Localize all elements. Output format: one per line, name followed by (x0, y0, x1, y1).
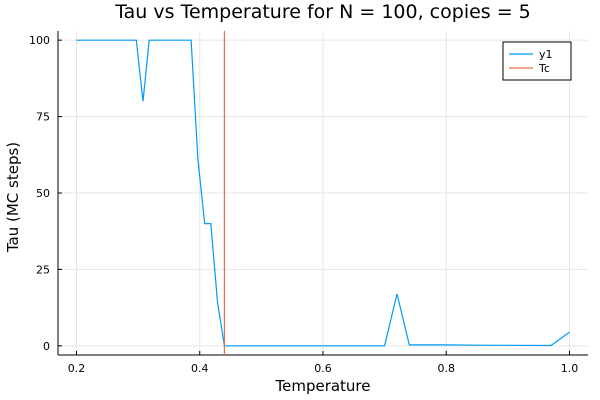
y-axis-label: Tau (MC steps) (4, 142, 22, 253)
y-tick-label: 0 (43, 340, 50, 353)
legend-label: Tc (538, 62, 550, 75)
series (76, 31, 570, 355)
y-tick-label: 100 (29, 34, 50, 47)
x-tick-label: 0.2 (68, 362, 86, 375)
x-tick-label: 0.8 (438, 362, 456, 375)
x-tick-label: 0.4 (191, 362, 209, 375)
x-tick-label: 0.6 (314, 362, 332, 375)
series-line-y1 (76, 39, 570, 347)
ticks: 0.2 0.4 0.6 0.8 1.0 0 25 50 75 100 (29, 34, 578, 375)
x-axis-label: Temperature (274, 377, 370, 395)
y-tick-label: 25 (36, 263, 50, 276)
x-tick-label: 1.0 (561, 362, 579, 375)
y-tick-label: 75 (36, 111, 50, 124)
y-tick-label: 50 (36, 187, 50, 200)
legend-label: y1 (539, 48, 553, 61)
chart-title: Tau vs Temperature for N = 100, copies =… (114, 1, 531, 23)
legend-box (502, 41, 572, 81)
